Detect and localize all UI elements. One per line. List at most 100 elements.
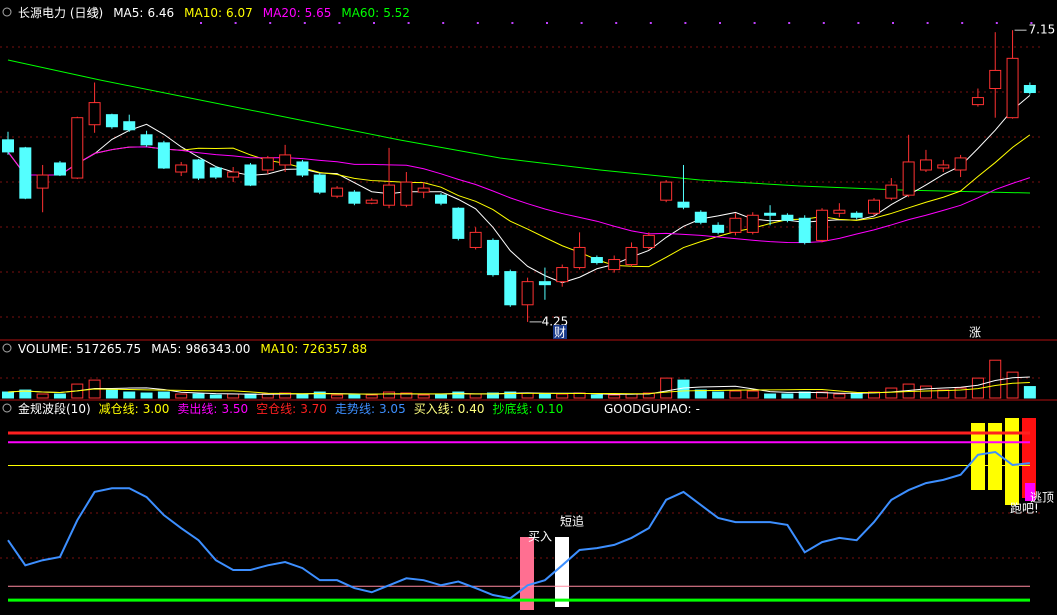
header-item: 517265.75 (76, 342, 141, 356)
volume-bar (989, 359, 1002, 399)
volume-bar (538, 393, 551, 399)
candle-body (123, 121, 136, 131)
candle-body (313, 174, 326, 193)
volume-bar (781, 393, 794, 399)
candle-body (971, 97, 984, 106)
header-item: 3.50 (221, 402, 248, 416)
candle-body (556, 267, 569, 283)
candle-body (469, 231, 482, 248)
dot (338, 22, 341, 24)
dot (511, 22, 514, 24)
candle-body (573, 246, 586, 269)
dot (995, 22, 998, 24)
dot (684, 22, 687, 24)
signal-label: 买入 (528, 530, 552, 544)
signal-label: 逃顶 (1030, 491, 1054, 505)
dot (303, 22, 306, 24)
dot (580, 22, 583, 24)
panel-header: VOLUME: 517265.75 MA5: 986343.00 MA10: 726357… (18, 342, 367, 356)
header-item: 空仓线: (256, 402, 296, 416)
candle-body (642, 234, 655, 248)
dot (373, 22, 375, 24)
candle-body (590, 257, 603, 264)
trend-line (7, 450, 1030, 600)
dot (442, 22, 445, 24)
candle-body (521, 281, 534, 306)
high-label: 7.15 (1029, 23, 1056, 37)
candle-body (452, 207, 465, 239)
volume-bar (1023, 386, 1036, 399)
header-item: 走势线: (335, 402, 375, 416)
candle-body (816, 209, 829, 241)
volume-bar (175, 393, 188, 399)
volume-bar (486, 392, 499, 399)
candle-body (746, 214, 759, 233)
candle-body (53, 162, 66, 176)
header-item: 买入线: (414, 402, 454, 416)
candle-body (885, 184, 898, 199)
header-item: 抄底线: (492, 401, 532, 416)
volume-bar (105, 389, 118, 399)
volume-bar (590, 394, 603, 399)
grid (0, 46, 1040, 559)
candle-body (435, 194, 447, 204)
volume-bar (313, 391, 326, 399)
candle-body (400, 181, 413, 206)
header-item: VOLUME: (18, 342, 72, 356)
volume-bar (937, 389, 950, 399)
volume-bar (123, 391, 136, 399)
dot (476, 22, 479, 24)
volume-bar (192, 393, 205, 399)
volume-bar (816, 391, 829, 399)
candle-body (504, 271, 517, 306)
volume-bar (608, 394, 621, 399)
header-item: 卖出线: (177, 402, 217, 416)
header-item: 5.65 (305, 6, 332, 20)
candle-body (1023, 85, 1036, 94)
dot (926, 22, 929, 24)
header-item: MA20: (263, 6, 301, 20)
dot (649, 22, 652, 24)
header-item: 3.00 (143, 402, 170, 416)
candle-body (486, 239, 499, 276)
candle-body (209, 167, 222, 178)
dot (546, 22, 548, 24)
candle-body (244, 164, 257, 186)
candle-body (417, 187, 430, 193)
volume-bar (417, 394, 430, 399)
header-item: MA5: (151, 342, 181, 356)
candle-body (227, 171, 240, 178)
dot (961, 22, 964, 24)
volume-bar (694, 389, 707, 399)
volume-bar (348, 394, 361, 399)
candle-body (764, 212, 777, 216)
header-item: 0.10 (537, 402, 564, 416)
volume-bar (435, 394, 447, 399)
candle-body (140, 134, 153, 146)
volume-bar (383, 391, 396, 399)
candle-body (937, 164, 950, 169)
header-item: 726357.88 (302, 342, 367, 356)
candle-body (919, 159, 932, 171)
candle-body (36, 174, 49, 189)
dot (719, 22, 721, 24)
signal-label: 短追 (560, 514, 584, 529)
volume-bar (556, 393, 569, 399)
marker-bg (553, 325, 567, 339)
dot (615, 22, 618, 24)
candle-body (348, 191, 361, 204)
panel-header: 长源电力 (日线) MA5: 6.46 MA10: 6.07 MA20: 5.65 MA60:… (18, 6, 410, 20)
volume-bar (19, 389, 32, 399)
panel-header: 金规波段(10) 减仓线: 3.00 卖出线: 3.50 空仓线: 3.70 走势线: 3.05… (18, 401, 563, 416)
candle-body (712, 224, 725, 233)
volume-bar (452, 391, 465, 399)
volume-bar (504, 391, 517, 399)
candle-body (833, 209, 846, 214)
candle-body (192, 159, 205, 179)
candle-body (331, 187, 344, 197)
candle-body (660, 181, 673, 201)
header-item: 长源电力 (日线) (18, 6, 103, 20)
dot (857, 22, 860, 24)
candle-body (902, 161, 915, 196)
volume-bar (729, 390, 742, 399)
